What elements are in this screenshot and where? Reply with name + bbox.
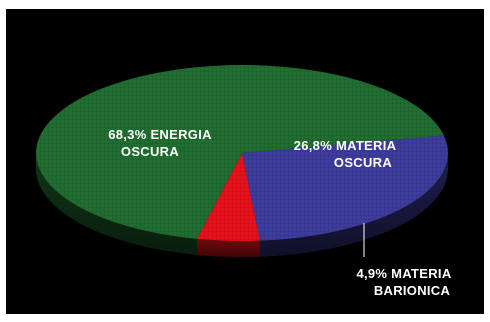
pie-slice-texture (196, 153, 261, 241)
pie-side-shade (196, 238, 261, 257)
slice-label-energia-oscura-line-2: OSCURA (121, 144, 179, 159)
slice-label-materia-oscura-line-2: OSCURA (334, 155, 392, 170)
pie-slice-texture (242, 135, 448, 241)
pie-chart: 68,3% ENERGIA OSCURA 26,8% MATERIA OSCURA 4,… (36, 65, 452, 298)
slice-label-materia-barionica-line-1: 4,9% MATERIA (356, 266, 451, 281)
pie-slice-texture (36, 65, 444, 239)
pie-side-shade (36, 153, 197, 255)
chart-frame: 68,3% ENERGIA OSCURA 26,8% MATERIA OSCURA 4,… (6, 9, 484, 314)
pie-side-shade (260, 153, 448, 257)
slice-label-materia-barionica-line-2: BARIONICA (374, 283, 451, 298)
slice-label-materia-oscura-line-1: 26,8% MATERIA (294, 138, 397, 153)
slice-label-energia-oscura-line-1: 68,3% ENERGIA (108, 127, 212, 142)
